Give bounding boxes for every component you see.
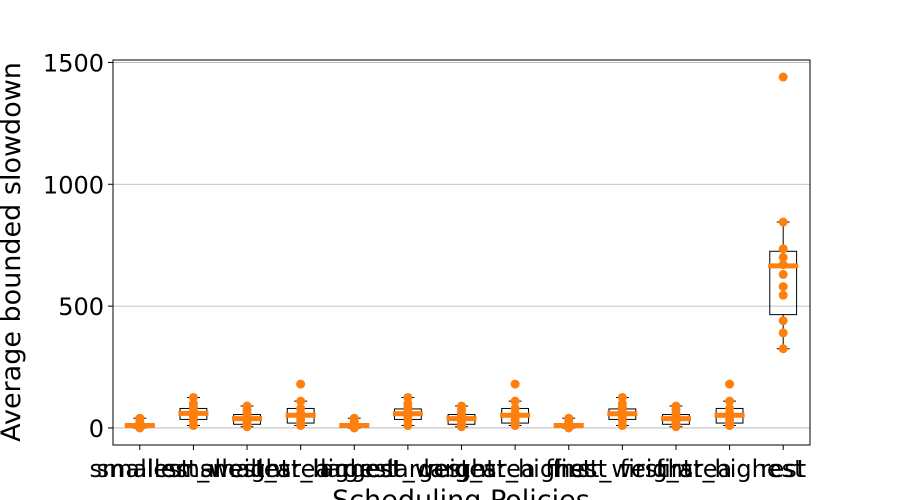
data-point — [510, 379, 520, 389]
box-group — [553, 413, 584, 433]
box-group — [768, 72, 799, 354]
box-group — [607, 392, 638, 431]
data-point — [778, 290, 788, 300]
data-point — [296, 403, 306, 413]
y-axis-ticks: 0 500 1000 1500 — [43, 49, 113, 443]
x-tick-label: first_weight — [552, 455, 692, 483]
x-axis-label: Scheduling Policies — [332, 485, 590, 500]
data-point — [671, 401, 681, 411]
y-axis-label: Average bounded slowdown — [0, 62, 27, 442]
x-tick-label: rest — [760, 455, 806, 483]
x-tick-label: smallest_highest — [200, 455, 402, 483]
data-point — [296, 379, 306, 389]
data-point — [349, 413, 359, 423]
x-tick-label: first_highest — [656, 455, 804, 483]
x-tick-label: largest_highest — [423, 455, 607, 483]
data-point — [403, 392, 413, 402]
box-group — [392, 392, 423, 431]
box-group — [178, 392, 209, 431]
data-point — [778, 244, 788, 254]
data-point — [778, 344, 788, 354]
data-point — [617, 392, 627, 402]
x-tick-label: smallest_area — [164, 455, 330, 483]
data-point — [296, 396, 306, 406]
data-point — [778, 72, 788, 82]
box-group — [500, 379, 531, 431]
y-tick-label: 500 — [58, 293, 104, 321]
x-tick-label: first_area — [620, 455, 732, 483]
box-plot-series — [124, 72, 799, 433]
box-group — [660, 401, 691, 432]
data-point — [778, 252, 788, 262]
data-point — [510, 396, 520, 406]
plot-frame — [112, 59, 811, 446]
y-tick-label: 1500 — [43, 49, 104, 77]
x-axis-ticks: smallestsmallest_weightsmallest_areasmal… — [90, 445, 806, 483]
data-point — [564, 413, 574, 423]
data-point — [135, 413, 145, 423]
data-point — [778, 328, 788, 338]
box-group — [446, 401, 477, 432]
x-tick-label: smallest — [90, 455, 191, 483]
data-point — [725, 396, 735, 406]
y-tick-label: 1000 — [43, 171, 104, 199]
data-point — [188, 392, 198, 402]
data-point — [725, 403, 735, 413]
x-tick-label: smallest_weight — [97, 455, 291, 483]
x-tick-label: largest_weight — [320, 455, 496, 483]
box-group — [339, 413, 370, 433]
data-point — [725, 379, 735, 389]
data-point — [778, 269, 788, 279]
box-group — [714, 379, 745, 431]
box-group — [124, 413, 155, 433]
data-point — [778, 217, 788, 227]
box-group — [285, 379, 316, 431]
y-tick-label: 0 — [89, 415, 104, 443]
box-group — [232, 401, 263, 432]
data-point — [457, 401, 466, 411]
data-point — [778, 316, 788, 326]
gridlines — [113, 62, 810, 429]
data-point — [242, 401, 252, 411]
x-tick-label: largest — [313, 455, 396, 483]
x-tick-label: largest_area — [387, 455, 535, 483]
data-point — [510, 403, 520, 413]
data-point — [778, 282, 788, 292]
x-tick-label: first — [545, 455, 592, 483]
